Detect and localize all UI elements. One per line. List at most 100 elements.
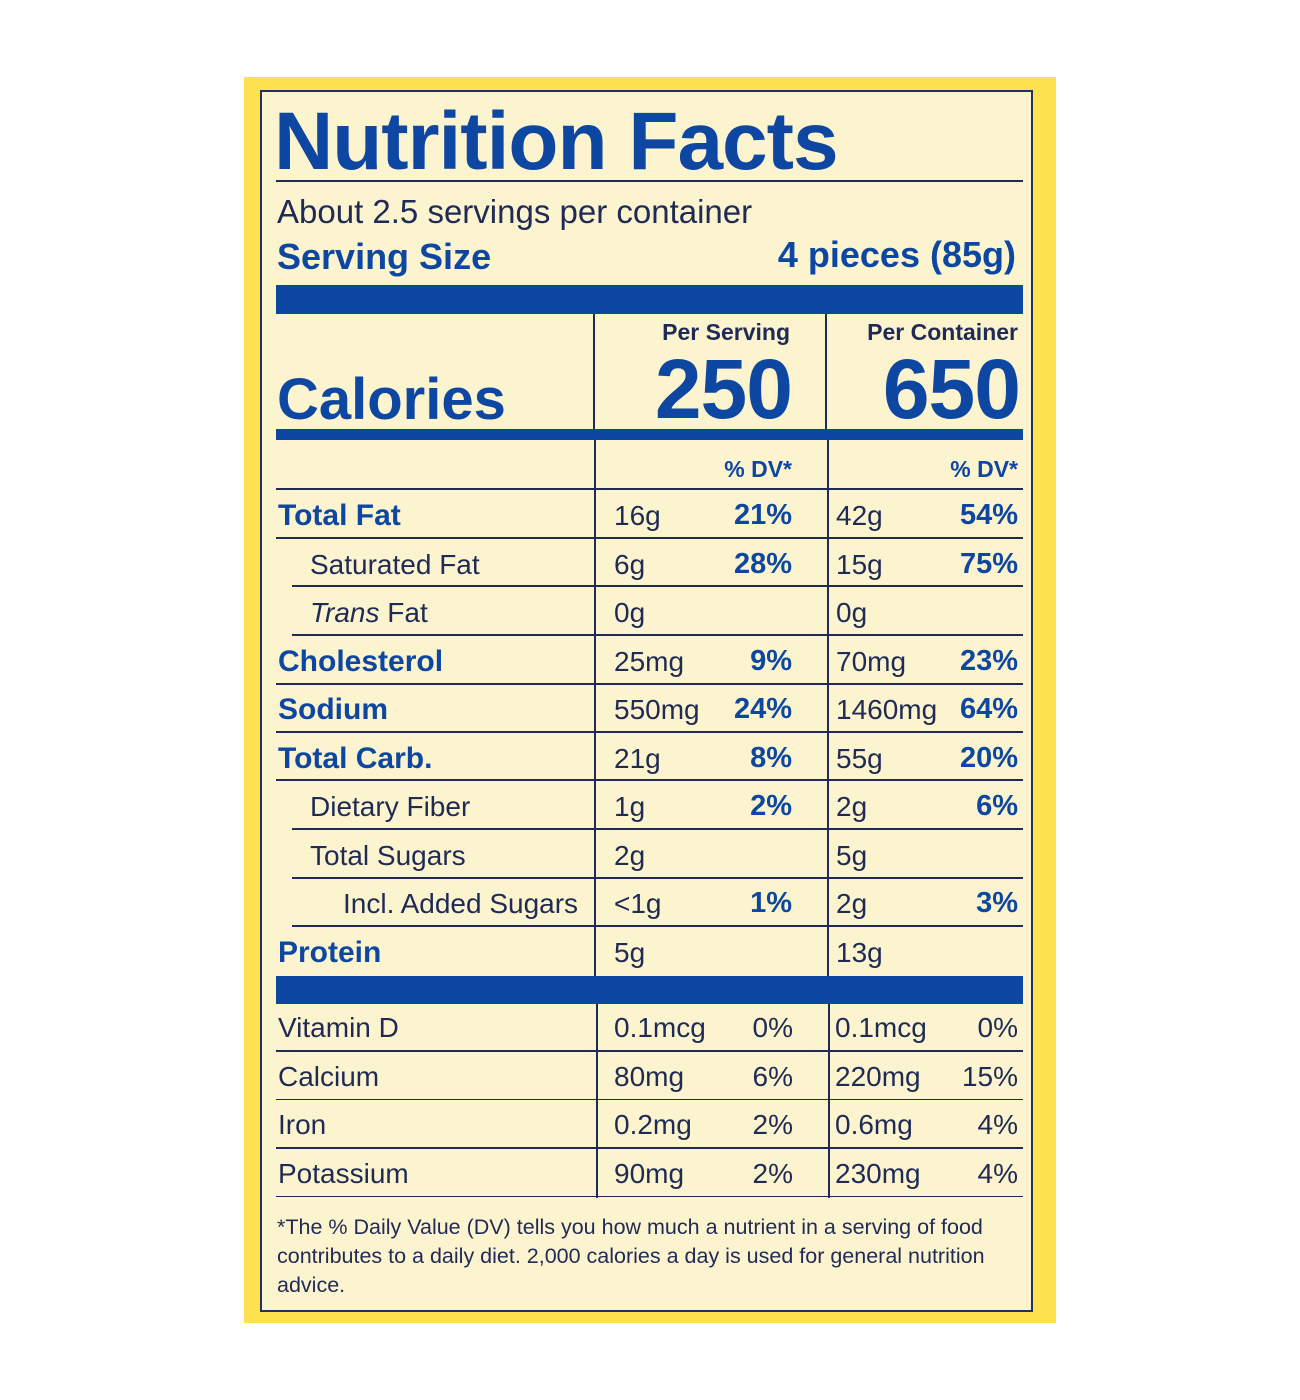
nutrient-name: Saturated Fat [310, 548, 480, 580]
vitamin-serving-dv: 6% [752, 1060, 793, 1092]
vitamin-serving-amount: 90mg [614, 1157, 685, 1189]
serving-dv: 21% [733, 499, 792, 531]
thick-divider-vitamins [276, 976, 1023, 1004]
title-rule [276, 180, 1023, 182]
row-rule [276, 779, 1023, 781]
row-rule [276, 537, 1023, 539]
serving-size-value: 4 pieces (85g) [777, 234, 1016, 275]
container-dv: 20% [959, 741, 1018, 774]
vitamin-row-rule [276, 1195, 1023, 1197]
row-rule [292, 585, 1023, 587]
column-divider-2-top [825, 314, 827, 440]
serving-amount: 21g [614, 742, 661, 774]
container-amount: 70mg [836, 645, 907, 677]
container-dv: 6% [976, 790, 1018, 822]
footnote: *The % Daily Value (DV) tells you how mu… [277, 1215, 985, 1297]
vitamin-container-amount: 0.1mcg [835, 1012, 927, 1043]
per-serving-label: Per Serving [662, 319, 790, 345]
column-divider-2-vitamins [828, 1004, 830, 1198]
container-amount: 0g [836, 597, 868, 628]
vitamin-container-dv: 15% [961, 1060, 1018, 1092]
container-amount: 5g [836, 839, 868, 871]
rule-dv-header [276, 488, 1023, 490]
row-rule [276, 683, 1023, 685]
vitamin-container-amount: 230mg [835, 1157, 921, 1189]
vitamin-row-rule [276, 1050, 1023, 1052]
per-container-label: Per Container [867, 319, 1018, 345]
nutrient-name-italic: Trans [310, 597, 380, 628]
serving-amount: 1g [614, 791, 646, 822]
vitamin-serving-amount: 0.1mcg [614, 1012, 706, 1043]
vitamin-row-rule [276, 1147, 1023, 1149]
vitamin-name: Calcium [278, 1060, 380, 1092]
vitamin-serving-dv: 0% [752, 1012, 793, 1043]
calories-label: Calories [277, 367, 506, 432]
vitamin-name: Vitamin D [278, 1012, 399, 1043]
serving-size-label: Serving Size [277, 236, 492, 277]
nutrient-name: Total Sugars [310, 839, 466, 871]
vitamin-container-amount: 220mg [835, 1060, 921, 1092]
nutrient-name: Cholesterol [278, 644, 444, 678]
row-rule [292, 828, 1023, 830]
servings-per-container: About 2.5 servings per container [277, 193, 753, 230]
column-divider-2-nutrients [827, 440, 829, 976]
thick-divider-top [276, 285, 1023, 314]
column-divider-1-nutrients [594, 440, 596, 976]
container-amount: 55g [836, 742, 883, 774]
nutrition-title: Nutrition Facts [274, 96, 839, 187]
row-rule [292, 877, 1023, 879]
vitamin-name: Potassium [278, 1157, 409, 1189]
row-rule [292, 925, 1023, 927]
serving-amount: 16g [614, 500, 661, 531]
nutrient-name: Total Fat [278, 499, 401, 532]
calories-per-container: 650 [882, 342, 1021, 436]
container-dv: 54% [959, 499, 1018, 531]
row-rule [292, 634, 1023, 636]
nutrient-name: Total Carb. [278, 741, 433, 775]
serving-amount: <1g [614, 888, 662, 919]
serving-amount: 0g [614, 597, 646, 628]
serving-dv: 2% [750, 790, 792, 822]
vitamin-row-rule [276, 1098, 1023, 1100]
vitamin-serving-amount: 0.2mg [614, 1109, 692, 1140]
dv-header-container: % DV* [950, 456, 1018, 482]
vitamin-container-dv: 4% [977, 1109, 1018, 1140]
serving-amount: 5g [614, 936, 646, 968]
nutrient-name: Incl. Added Sugars [343, 888, 579, 919]
vitamin-serving-dv: 2% [752, 1109, 793, 1140]
serving-amount: 550mg [614, 694, 700, 725]
container-amount: 2g [836, 888, 868, 919]
vitamin-name: Iron [278, 1109, 327, 1140]
dv-header-serving: % DV* [724, 456, 792, 482]
vitamin-serving-amount: 80mg [614, 1060, 685, 1092]
column-divider-1-top [593, 314, 595, 440]
vitamin-serving-dv: 2% [752, 1157, 793, 1189]
container-amount: 42g [836, 500, 883, 531]
container-amount: 15g [836, 548, 883, 580]
nutrient-name: Trans Fat [310, 593, 428, 633]
serving-dv: 9% [750, 644, 792, 677]
container-amount: 1460mg [836, 694, 938, 725]
serving-amount: 25mg [614, 645, 685, 677]
serving-amount: 6g [614, 548, 646, 580]
nutrient-name: Dietary Fiber [310, 791, 471, 822]
serving-dv: 8% [750, 741, 792, 774]
serving-dv: 1% [750, 887, 792, 919]
vitamin-container-dv: 4% [977, 1157, 1018, 1189]
column-divider-1-vitamins [596, 1004, 598, 1198]
serving-dv: 24% [733, 693, 792, 725]
container-dv: 64% [959, 693, 1018, 725]
row-rule [276, 731, 1023, 733]
container-dv: 75% [959, 547, 1018, 580]
container-amount: 13g [836, 936, 883, 968]
serving-dv: 28% [733, 547, 792, 580]
container-dv: 23% [959, 644, 1018, 677]
vitamin-container-dv: 0% [977, 1012, 1018, 1043]
nutrient-name: Protein [278, 935, 382, 969]
thick-divider-calories [276, 429, 1023, 440]
vitamin-container-amount: 0.6mg [835, 1109, 913, 1140]
serving-amount: 2g [614, 839, 646, 871]
container-amount: 2g [836, 791, 868, 822]
container-dv: 3% [976, 887, 1018, 919]
nutrient-name: Sodium [278, 693, 388, 726]
